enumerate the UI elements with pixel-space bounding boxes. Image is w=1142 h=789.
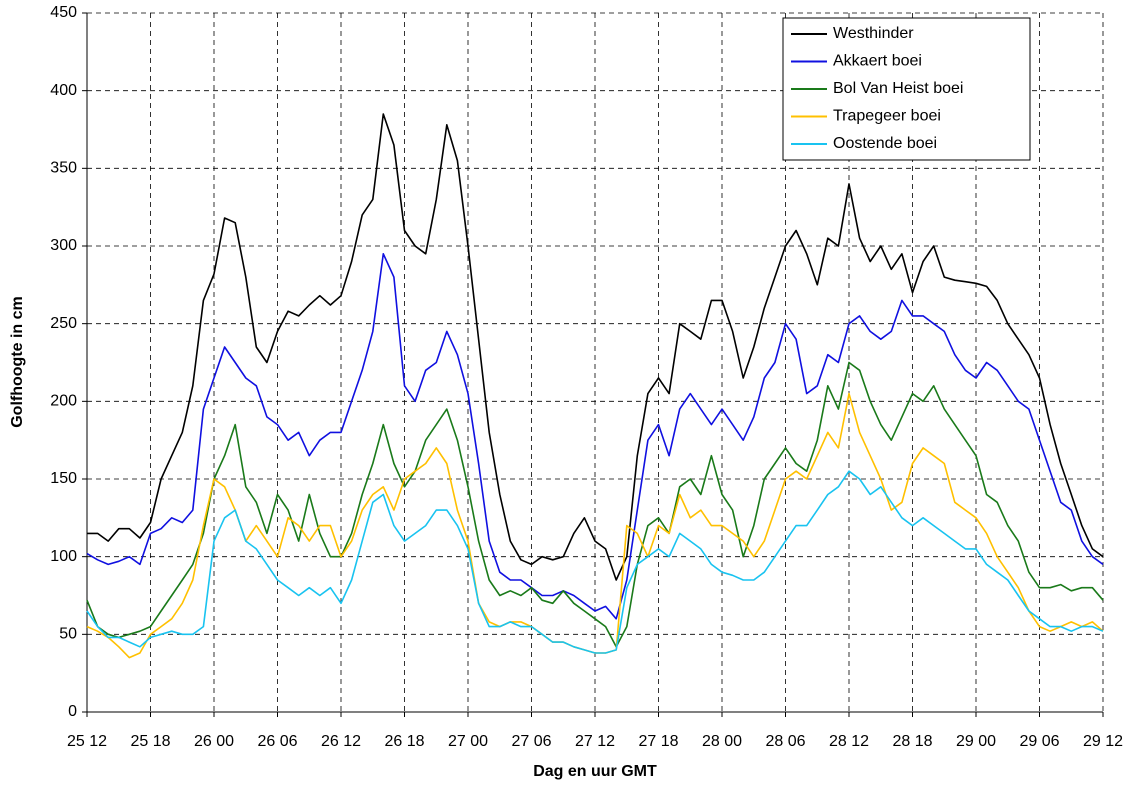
y-tick-label: 300 xyxy=(50,237,77,254)
x-tick-label: 27 12 xyxy=(575,733,615,750)
legend-label: Oostende boei xyxy=(833,135,937,152)
y-tick-label: 150 xyxy=(50,470,77,487)
y-tick-label: 400 xyxy=(50,82,77,99)
x-tick-label: 26 06 xyxy=(257,733,297,750)
x-tick-label: 28 12 xyxy=(829,733,869,750)
y-tick-label: 350 xyxy=(50,160,77,177)
x-tick-label: 28 00 xyxy=(702,733,742,750)
x-tick-label: 28 06 xyxy=(765,733,805,750)
series-line xyxy=(86,361,1104,648)
y-tick-label: 250 xyxy=(50,315,77,332)
x-tick-label: 27 18 xyxy=(638,733,678,750)
series-line xyxy=(87,113,1104,581)
series-line xyxy=(86,470,1104,654)
x-tick-label: 26 12 xyxy=(321,733,361,750)
x-tick-label: 28 18 xyxy=(892,733,932,750)
x-tick-label: 29 00 xyxy=(956,733,996,750)
x-axis-title: Dag en uur GMT xyxy=(533,763,657,780)
x-tick-label: 26 00 xyxy=(194,733,234,750)
x-tick-label: 29 12 xyxy=(1083,733,1123,750)
y-tick-label: 200 xyxy=(50,393,77,410)
legend-label: Bol Van Heist boei xyxy=(833,80,963,97)
legend-label: Akkaert boei xyxy=(833,53,922,70)
x-tick-label: 27 06 xyxy=(511,733,551,750)
y-tick-label: 450 xyxy=(50,4,77,21)
x-tick-label: 26 18 xyxy=(384,733,424,750)
series-line xyxy=(86,253,1104,620)
legend-label: Trapegeer boei xyxy=(833,108,941,125)
x-tick-label: 25 12 xyxy=(67,733,107,750)
x-tick-label: 27 00 xyxy=(448,733,488,750)
y-tick-label: 100 xyxy=(50,548,77,565)
y-tick-label: 0 xyxy=(68,703,77,720)
y-tick-label: 50 xyxy=(59,626,77,643)
legend-label: Westhinder xyxy=(833,25,914,42)
y-axis-title: Golfhoogte in cm xyxy=(9,296,26,428)
x-tick-label: 29 06 xyxy=(1019,733,1059,750)
x-tick-label: 25 18 xyxy=(130,733,170,750)
